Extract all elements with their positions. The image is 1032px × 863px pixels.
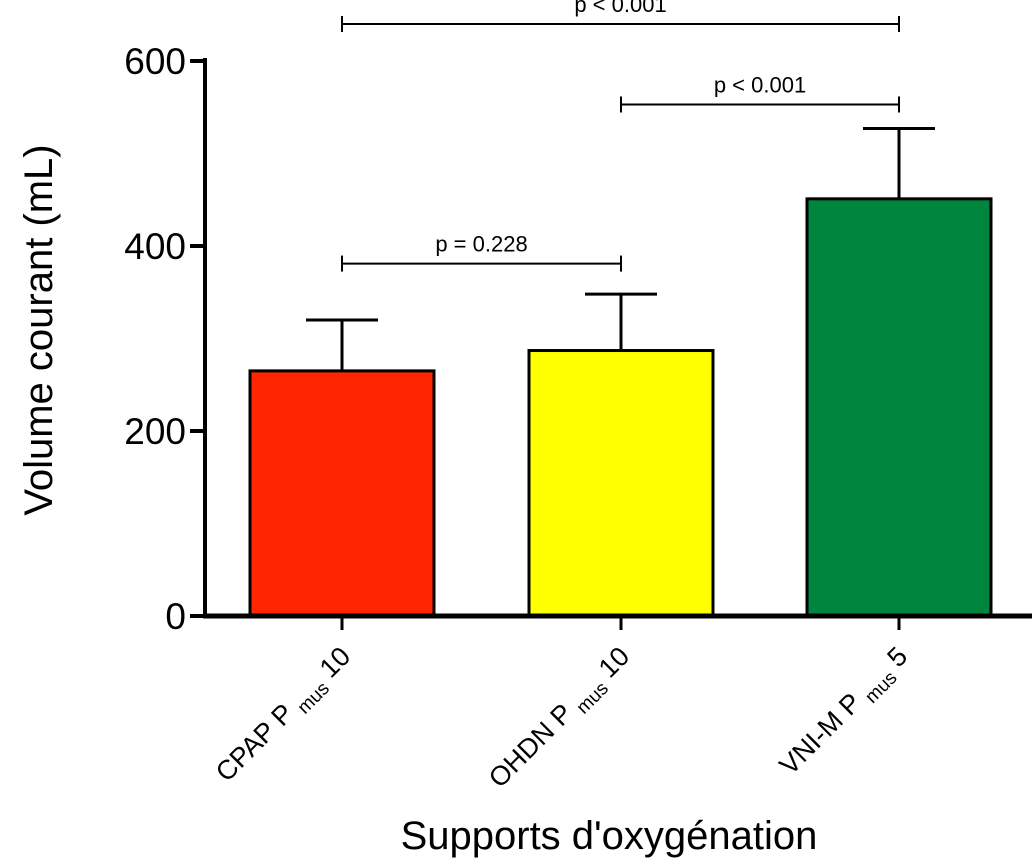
p-value-label: p < 0.001 xyxy=(574,0,666,17)
x-category-labels-layer: CPAP P mus 10 OHDN P mus 10 VNI-M P mus 5 xyxy=(210,616,918,798)
bar xyxy=(805,197,993,618)
y-ticks-layer: 0 200 400 600 xyxy=(124,41,205,637)
bar xyxy=(248,369,436,618)
y-tick-label: 200 xyxy=(124,411,186,452)
p-value-label: p < 0.001 xyxy=(714,72,806,97)
y-tick-label: 0 xyxy=(165,596,186,637)
category-main-text: OHDN P xyxy=(483,693,583,793)
x-category-label: OHDN P mus 10 xyxy=(483,641,640,798)
error-bars-layer xyxy=(306,127,935,371)
bar xyxy=(527,349,715,618)
x-category-label: VNI-M P mus 5 xyxy=(774,641,918,785)
x-category-label: CPAP P mus 10 xyxy=(210,641,361,792)
y-axis-title: Volume courant (mL) xyxy=(17,144,61,515)
significance-brackets-layer: p < 0.001 p < 0.001 p = 0.228 xyxy=(341,0,900,272)
category-main-text: CPAP P xyxy=(210,693,304,787)
p-value-label: p = 0.228 xyxy=(435,232,527,257)
y-tick-label: 600 xyxy=(124,41,186,82)
category-main-text: VNI-M P xyxy=(774,682,872,780)
y-tick-label: 400 xyxy=(124,226,186,267)
x-axis-title: Supports d'oxygénation xyxy=(401,814,818,858)
